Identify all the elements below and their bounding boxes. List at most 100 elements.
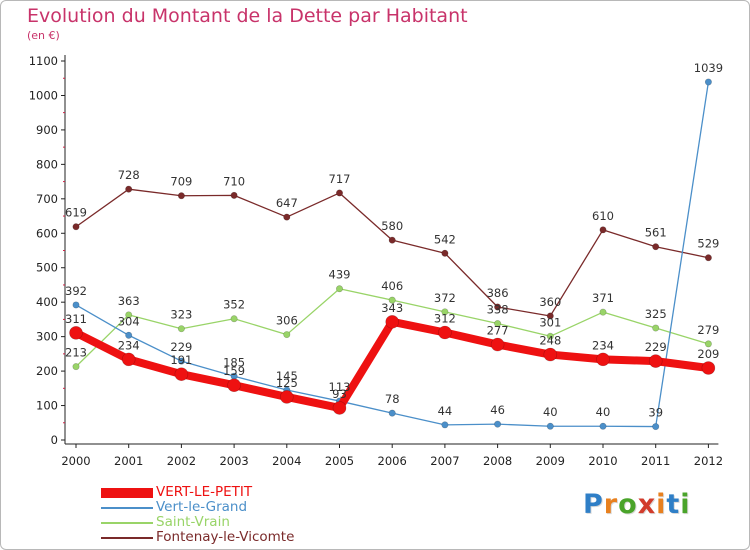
x-tick-label: 2007 xyxy=(430,454,459,468)
legend-item: Saint-Vrain xyxy=(101,514,331,530)
data-label: 277 xyxy=(487,324,509,338)
data-label: 717 xyxy=(329,172,351,186)
data-point xyxy=(441,308,449,316)
data-point xyxy=(69,326,83,340)
data-point xyxy=(125,311,133,319)
data-point xyxy=(494,420,502,428)
data-point xyxy=(494,320,502,328)
x-tick-label: 2012 xyxy=(694,454,723,468)
data-point xyxy=(388,409,396,417)
data-label: 619 xyxy=(65,206,87,220)
data-label: 542 xyxy=(434,232,456,246)
legend-item: Vert-le-Grand xyxy=(101,499,331,515)
legend-item: VERT-LE-PETIT xyxy=(101,484,331,500)
x-tick-label: 2003 xyxy=(219,454,248,468)
legend-label: VERT-LE-PETIT xyxy=(156,484,253,500)
data-label: 312 xyxy=(434,312,456,326)
legend-item: Fontenay-le-Vicomte xyxy=(101,529,331,545)
data-label: 372 xyxy=(434,291,456,305)
data-label: 234 xyxy=(592,338,614,352)
data-point xyxy=(230,315,238,323)
data-point xyxy=(121,352,136,367)
data-point xyxy=(72,363,80,371)
data-label: 78 xyxy=(385,392,400,406)
data-point xyxy=(441,249,449,257)
data-label: 360 xyxy=(539,295,561,309)
data-label: 709 xyxy=(170,175,192,189)
legend-swatch xyxy=(101,507,153,509)
legend: VERT-LE-PETIT Vert-le-Grand Saint-Vrain … xyxy=(101,484,331,545)
data-point xyxy=(335,189,343,197)
x-tick-label: 2010 xyxy=(588,454,617,468)
data-point xyxy=(125,185,133,193)
legend-label: Saint-Vrain xyxy=(156,514,230,530)
data-label: 159 xyxy=(223,364,245,378)
data-label: 306 xyxy=(276,314,298,328)
data-label: 728 xyxy=(118,168,140,182)
legend-label: Fontenay-le-Vicomte xyxy=(156,529,295,545)
data-point xyxy=(704,254,712,262)
y-tick-label: 200 xyxy=(36,364,58,378)
data-point xyxy=(652,423,660,431)
data-point xyxy=(599,308,607,316)
data-label: 113 xyxy=(329,380,351,394)
y-tick-label: 700 xyxy=(36,192,58,206)
data-label: 371 xyxy=(592,291,614,305)
data-point xyxy=(546,422,554,430)
data-label: 234 xyxy=(118,338,140,352)
data-label: 229 xyxy=(645,340,667,354)
data-label: 39 xyxy=(648,406,663,420)
data-label: 439 xyxy=(329,268,351,282)
data-label: 323 xyxy=(170,308,192,322)
data-point xyxy=(388,236,396,244)
data-point xyxy=(72,223,80,231)
data-label: 338 xyxy=(487,303,509,317)
data-label: 191 xyxy=(170,353,192,367)
y-tick-label: 900 xyxy=(36,123,58,137)
data-label: 185 xyxy=(223,355,245,369)
logo-letter: r xyxy=(603,489,619,520)
data-label: 363 xyxy=(118,294,140,308)
data-point xyxy=(177,357,185,365)
data-label: 610 xyxy=(592,209,614,223)
data-label: 248 xyxy=(539,334,561,348)
chart-subtitle: (en €) xyxy=(27,29,60,42)
data-point xyxy=(490,337,505,352)
legend-swatch xyxy=(101,537,153,539)
logo-letter: i xyxy=(680,489,691,520)
data-point xyxy=(599,226,607,234)
logo-letter: x xyxy=(637,489,657,520)
y-tick-label: 400 xyxy=(36,295,58,309)
y-tick-label: 100 xyxy=(36,399,58,413)
data-label: 647 xyxy=(276,196,298,210)
x-tick-label: 2011 xyxy=(641,454,670,468)
data-point xyxy=(441,421,449,429)
data-point xyxy=(332,401,347,415)
y-tick-label: 500 xyxy=(36,261,58,275)
data-label: 529 xyxy=(697,237,719,251)
data-label: 209 xyxy=(697,347,719,361)
data-point xyxy=(648,354,663,368)
data-point xyxy=(596,352,610,367)
data-point xyxy=(283,213,291,221)
data-label: 304 xyxy=(118,314,140,328)
data-label: 386 xyxy=(487,286,509,300)
data-point xyxy=(177,192,185,200)
data-point xyxy=(599,422,607,430)
logo-letter: i xyxy=(656,489,667,520)
data-label: 40 xyxy=(543,405,558,419)
y-tick-label: 0 xyxy=(51,433,58,447)
data-point xyxy=(704,78,712,86)
y-tick-label: 600 xyxy=(36,226,58,240)
data-label: 279 xyxy=(697,323,719,337)
data-label: 46 xyxy=(490,403,505,417)
data-label: 343 xyxy=(381,301,403,315)
legend-swatch xyxy=(101,522,153,524)
data-point xyxy=(72,301,80,309)
data-label: 311 xyxy=(65,312,87,326)
data-point xyxy=(283,331,291,339)
data-point xyxy=(279,390,294,404)
logo-letter: P xyxy=(583,489,604,520)
y-tick-label: 1100 xyxy=(29,54,58,68)
